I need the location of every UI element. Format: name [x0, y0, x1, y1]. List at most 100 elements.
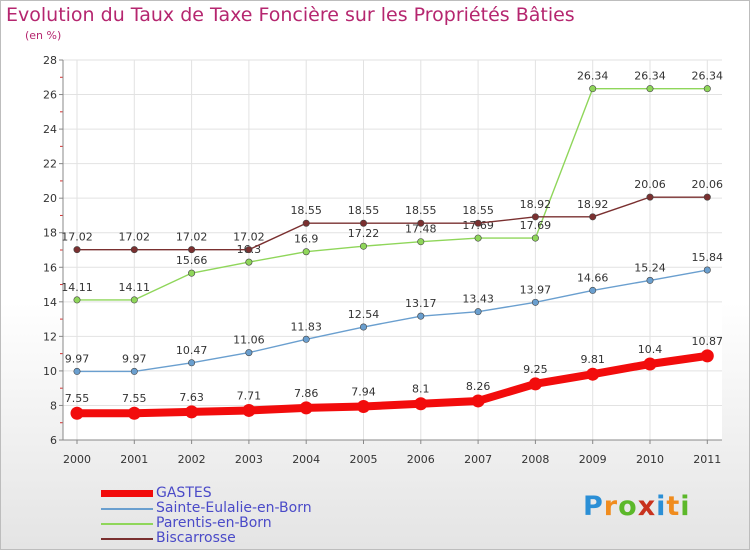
- logo-letter: P: [583, 491, 604, 522]
- y-tick-label: 8: [50, 399, 57, 412]
- unit-label: (en %): [25, 29, 62, 42]
- data-label: 9.81: [580, 353, 605, 366]
- data-point: [531, 298, 539, 306]
- y-tick-label: 26: [43, 89, 57, 102]
- data-point: [73, 367, 81, 375]
- data-label: 10.47: [176, 344, 208, 357]
- data-point: [586, 367, 600, 381]
- data-label: 8.26: [466, 380, 491, 393]
- data-point: [531, 234, 539, 242]
- y-tick-label: 12: [43, 330, 57, 343]
- y-tick-label: 16: [43, 261, 57, 274]
- data-label: 7.86: [294, 387, 319, 400]
- data-point: [474, 219, 482, 227]
- data-point: [359, 323, 367, 331]
- data-point: [130, 296, 138, 304]
- data-point: [188, 359, 196, 367]
- data-label: 14.66: [577, 271, 609, 284]
- y-tick-label: 10: [43, 365, 57, 378]
- data-label: 17.22: [348, 227, 380, 240]
- data-point: [646, 193, 654, 201]
- x-tick-label: 2008: [521, 453, 549, 466]
- data-label: 15.24: [634, 261, 666, 274]
- legend-label-sainte-eulalie: Sainte-Eulalie-en-Born: [156, 500, 312, 516]
- y-tick-label: 14: [43, 296, 57, 309]
- data-point: [700, 349, 714, 363]
- data-point: [359, 219, 367, 227]
- data-point: [417, 312, 425, 320]
- data-label: 7.55: [65, 392, 90, 405]
- y-tick-label: 24: [43, 123, 57, 136]
- legend: GASTES Sainte-Eulalie-en-Born Parentis-e…: [101, 486, 312, 546]
- data-point: [73, 296, 81, 304]
- legend-swatch-biscarrosse: [101, 537, 153, 540]
- data-point: [70, 406, 84, 420]
- data-label: 9.97: [65, 352, 90, 365]
- data-point: [471, 394, 485, 408]
- data-point: [703, 266, 711, 274]
- data-label: 14.11: [61, 281, 93, 294]
- data-label: 13.17: [405, 297, 437, 310]
- logo-letter: x: [637, 491, 657, 522]
- data-point: [589, 213, 597, 221]
- y-tick-label: 22: [43, 158, 57, 171]
- data-label: 15.84: [692, 251, 724, 264]
- data-point: [474, 308, 482, 316]
- legend-label-gastes: GASTES: [156, 485, 212, 501]
- legend-item-biscarrosse: Biscarrosse: [101, 531, 312, 546]
- data-point: [474, 234, 482, 242]
- data-point: [245, 349, 253, 357]
- x-tick-label: 2000: [63, 453, 91, 466]
- data-label: 26.34: [634, 70, 666, 83]
- data-label: 18.55: [462, 204, 494, 217]
- x-tick-label: 2003: [235, 453, 263, 466]
- legend-label-biscarrosse: Biscarrosse: [156, 530, 236, 546]
- data-label: 18.55: [290, 204, 322, 217]
- data-point: [130, 246, 138, 254]
- series-line: [76, 87, 708, 301]
- logo-letter: t: [666, 491, 681, 522]
- series-line: [73, 351, 712, 418]
- data-label: 11.06: [233, 334, 265, 347]
- proxiti-logo: Proxiti: [583, 491, 691, 522]
- data-label: 26.34: [577, 70, 609, 83]
- data-label: 10.4: [638, 343, 663, 356]
- legend-swatch-gastes: [101, 490, 153, 497]
- data-point: [73, 246, 81, 254]
- data-label: 8.1: [412, 383, 430, 396]
- data-point: [188, 246, 196, 254]
- data-label: 9.97: [122, 352, 147, 365]
- data-label: 17.02: [119, 231, 151, 244]
- data-point: [188, 269, 196, 277]
- data-label: 7.94: [351, 385, 376, 398]
- data-label: 13.43: [462, 293, 494, 306]
- x-tick-label: 2001: [120, 453, 148, 466]
- y-tick-label: 28: [43, 54, 57, 67]
- y-tick-label: 18: [43, 227, 57, 240]
- x-tick-label: 2006: [407, 453, 435, 466]
- data-point: [646, 85, 654, 93]
- data-point: [703, 193, 711, 201]
- y-tick-label: 6: [50, 434, 57, 447]
- legend-item-sainte-eulalie: Sainte-Eulalie-en-Born: [101, 501, 312, 516]
- data-point: [357, 399, 370, 413]
- data-point: [417, 219, 425, 227]
- data-label: 16.9: [294, 233, 319, 246]
- data-label: 17.02: [233, 231, 265, 244]
- data-point: [589, 85, 597, 93]
- data-label: 12.54: [348, 308, 380, 321]
- data-label: 18.92: [520, 198, 552, 211]
- legend-item-gastes: GASTES: [101, 486, 312, 501]
- x-tick-label: 2004: [292, 453, 320, 466]
- data-point: [127, 406, 141, 420]
- x-tick-label: 2005: [350, 453, 378, 466]
- data-point: [302, 335, 310, 343]
- logo-letter: i: [680, 491, 691, 522]
- data-point: [245, 258, 253, 266]
- data-point: [589, 286, 597, 294]
- data-label: 15.66: [176, 254, 208, 267]
- data-point: [703, 85, 711, 93]
- data-label: 7.71: [237, 389, 262, 402]
